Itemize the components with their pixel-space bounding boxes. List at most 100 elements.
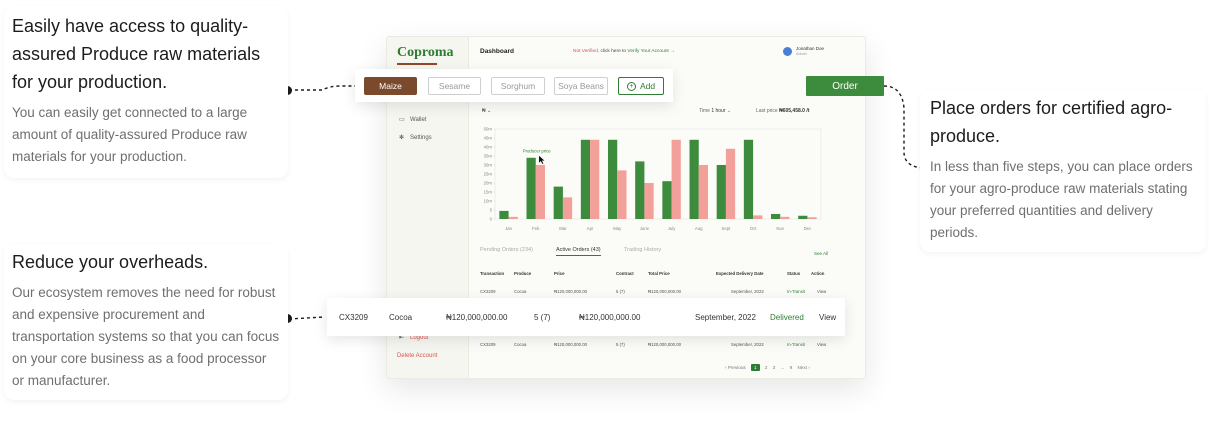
bar-green-apr[interactable] — [580, 139, 591, 219]
status-badge: In-Transit — [787, 289, 805, 294]
sidebar-item-label: Settings — [410, 135, 432, 141]
sidebar-item-settings[interactable]: ✻ Settings — [399, 134, 432, 141]
feature-description: You can easily get connected to a large … — [12, 105, 248, 164]
chart-annotation: Producer price — [523, 149, 552, 154]
bar-pink-feb[interactable] — [535, 165, 545, 219]
tab-active-orders[interactable]: Active Orders (43) — [556, 247, 601, 256]
contract: 5 (7) — [534, 313, 551, 322]
x-tick-label: Sept — [721, 226, 731, 231]
bar-pink-oct[interactable] — [753, 215, 763, 219]
tab-pending-orders[interactable]: Pending Orders (234) — [480, 247, 533, 253]
tab-trading-history[interactable]: Trading History — [624, 247, 662, 253]
sidebar-item-label: Delete Account — [397, 353, 438, 359]
user-role: Admin — [796, 52, 807, 56]
view-link[interactable]: View — [817, 342, 827, 347]
plus-icon: + — [626, 81, 636, 91]
time-label: Time — [699, 108, 710, 114]
table-row[interactable]: CX3209 Cocoa ₦120,000,000.00 5 (7) ₦120,… — [480, 342, 828, 350]
mouse-cursor-icon — [539, 155, 545, 164]
bar-green-july[interactable] — [662, 181, 672, 219]
bar-pink-dec[interactable] — [807, 217, 817, 219]
bar-green-june[interactable] — [635, 161, 645, 219]
highlighted-table-row[interactable]: CX3209 Cocoa ₦120,000,000.00 5 (7) ₦120,… — [327, 298, 845, 336]
x-tick-label: July — [668, 226, 676, 231]
bar-green-dec[interactable] — [798, 215, 808, 219]
orders-tabs: Pending Orders (234) Active Orders (43) … — [480, 247, 828, 261]
x-tick-label: Mar — [559, 226, 567, 231]
feature-description: In less than five steps, you can place o… — [930, 159, 1193, 240]
filter-chip-soya-beans[interactable]: Soya Beans — [554, 77, 608, 95]
feature-title: Reduce your overheads. — [12, 252, 209, 272]
x-tick-label: Dec — [804, 226, 812, 231]
column-header: Contract — [616, 271, 634, 276]
bar-green-may[interactable] — [608, 139, 618, 219]
column-header: Total Price — [648, 271, 670, 276]
bar-pink-aug[interactable] — [698, 165, 708, 219]
view-link[interactable]: View — [817, 289, 827, 294]
filter-chip-sorghum[interactable]: Sorghum — [491, 77, 545, 95]
sidebar-item-label: Wallet — [410, 117, 427, 123]
produce: Cocoa — [389, 313, 413, 322]
y-tick-label: 45m — [484, 136, 493, 141]
logo: Coproma — [397, 45, 454, 60]
bar-pink-june[interactable] — [644, 183, 654, 219]
transaction-id: CX3209 — [480, 289, 496, 294]
avatar[interactable] — [783, 47, 792, 56]
table-row[interactable]: CX3209 Cocoa ₦120,000,000.00 5 (7) ₦120,… — [480, 289, 828, 297]
add-filter-button[interactable]: + Add — [618, 77, 664, 95]
bar-pink-july[interactable] — [671, 139, 681, 219]
previous-page-link[interactable]: ‹ Previous — [725, 365, 746, 370]
page-number[interactable]: 2 — [764, 365, 768, 370]
bar-green-mar[interactable] — [553, 186, 563, 219]
verify-account-link[interactable]: Verify Your Account — [627, 49, 669, 54]
arrow-right-icon: → — [670, 49, 675, 54]
x-tick-label: May — [613, 226, 622, 231]
page-ellipsis: ... — [780, 365, 785, 370]
feature-access: Easily have access to quality-assured Pr… — [4, 6, 288, 178]
next-page-link[interactable]: Next › — [797, 365, 810, 370]
bar-pink-apr[interactable] — [590, 139, 600, 219]
gear-icon: ✻ — [399, 135, 405, 141]
not-verified-text: Not Verified, — [573, 49, 600, 54]
chevron-down-icon: ⌄ — [487, 108, 492, 114]
contract: 5 (7) — [616, 289, 625, 294]
order-button[interactable]: Order — [806, 76, 884, 96]
contract: 5 (7) — [616, 342, 625, 347]
price: ₦120,000,000.00 — [446, 313, 508, 322]
bar-green-feb[interactable] — [526, 157, 536, 219]
bar-green-aug[interactable] — [689, 139, 699, 219]
bar-green-jan[interactable] — [499, 210, 509, 219]
bar-pink-sept[interactable] — [725, 148, 736, 219]
time-selector[interactable]: Time 1 hour ⌄ — [699, 108, 731, 114]
bar-pink-nov[interactable] — [780, 216, 790, 219]
y-tick-label: 5 — [490, 208, 493, 213]
bar-green-oct[interactable] — [743, 139, 754, 219]
bar-pink-jan[interactable] — [508, 216, 518, 219]
y-tick-label: 30m — [484, 163, 493, 168]
y-tick-label: 40m — [484, 145, 493, 150]
page-number[interactable]: 3 — [772, 365, 776, 370]
sidebar-item-wallet[interactable]: ▭ Wallet — [399, 116, 426, 123]
see-all-link[interactable]: See All — [813, 251, 828, 256]
sidebar-item-logout[interactable]: ⇤ Logout — [399, 334, 428, 341]
sidebar-item-delete-account[interactable]: Delete Account — [397, 353, 437, 359]
view-link[interactable]: View — [819, 313, 837, 322]
verify-banner: Not Verified, click here to Verify Your … — [573, 49, 675, 54]
bar-green-nov[interactable] — [771, 213, 781, 219]
last-price-value: ₦605,458.0 /t — [779, 108, 810, 114]
user-name: Jonathan Doe — [796, 46, 825, 51]
column-header: Transaction — [480, 271, 505, 276]
currency-dropdown[interactable]: ₦ ⌄ — [482, 108, 491, 114]
filter-chip-maize[interactable]: Maize — [364, 77, 417, 95]
price-chart: 0 5 10m 15m 20m 25m 30m 35m 40m 45m 50m Jan Feb Mar Ap… — [484, 127, 822, 231]
bar-green-sept[interactable] — [716, 165, 726, 219]
add-label: Add — [639, 81, 656, 91]
bar-pink-mar[interactable] — [562, 197, 573, 219]
filter-chip-sesame[interactable]: Sesame — [428, 77, 481, 95]
chevron-down-icon: ⌄ — [726, 108, 732, 114]
total-price: ₦120,000,000.00 — [648, 289, 681, 294]
bar-pink-may[interactable] — [617, 170, 627, 219]
total-price: ₦120,000,000.00 — [648, 342, 681, 347]
page-number[interactable]: 9 — [789, 365, 793, 370]
page-number[interactable]: 1 — [750, 364, 760, 371]
